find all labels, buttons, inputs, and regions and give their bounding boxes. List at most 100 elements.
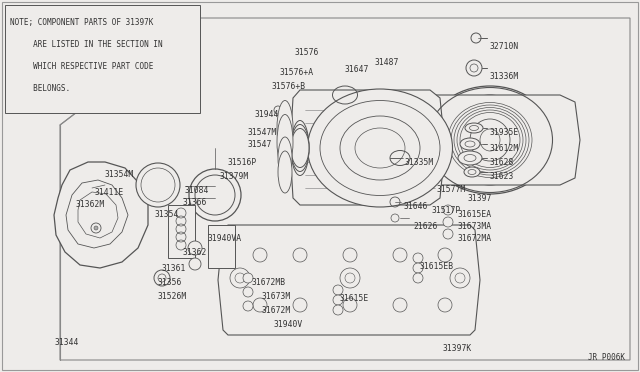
- Circle shape: [253, 298, 267, 312]
- Text: 31673MA: 31673MA: [458, 222, 492, 231]
- Circle shape: [253, 248, 267, 262]
- Circle shape: [393, 298, 407, 312]
- Text: 31547M: 31547M: [248, 128, 277, 137]
- Polygon shape: [218, 225, 480, 335]
- Text: NOTE; COMPONENT PARTS OF 31397K: NOTE; COMPONENT PARTS OF 31397K: [10, 18, 154, 27]
- Circle shape: [333, 305, 343, 315]
- Polygon shape: [290, 90, 445, 205]
- Polygon shape: [208, 225, 235, 268]
- Ellipse shape: [465, 123, 483, 133]
- Text: 31547: 31547: [248, 140, 273, 149]
- Text: 31354M: 31354M: [105, 170, 134, 179]
- Text: 31354: 31354: [155, 210, 179, 219]
- Polygon shape: [54, 162, 148, 268]
- Text: 31672MA: 31672MA: [458, 234, 492, 243]
- Polygon shape: [168, 205, 195, 258]
- Circle shape: [443, 205, 453, 215]
- Circle shape: [438, 298, 452, 312]
- Circle shape: [195, 175, 235, 215]
- Ellipse shape: [277, 115, 293, 170]
- Text: 31647: 31647: [345, 65, 369, 74]
- Text: BELONGS.: BELONGS.: [10, 84, 70, 93]
- Text: 31362: 31362: [183, 248, 207, 257]
- Text: 31397: 31397: [468, 194, 492, 203]
- Text: 31576+B: 31576+B: [272, 82, 306, 91]
- Text: 31335M: 31335M: [405, 158, 435, 167]
- Circle shape: [243, 287, 253, 297]
- Text: 31411E: 31411E: [95, 188, 124, 197]
- Text: 32710N: 32710N: [490, 42, 519, 51]
- Circle shape: [438, 248, 452, 262]
- Circle shape: [455, 273, 465, 283]
- Text: 31935E: 31935E: [490, 128, 519, 137]
- Text: 31487: 31487: [375, 58, 399, 67]
- Circle shape: [343, 248, 357, 262]
- Ellipse shape: [278, 151, 292, 193]
- Circle shape: [154, 270, 170, 286]
- Text: 31672MB: 31672MB: [252, 278, 286, 287]
- Text: 31615E: 31615E: [340, 294, 369, 303]
- Ellipse shape: [320, 100, 440, 196]
- Text: 31344: 31344: [55, 338, 79, 347]
- Text: WHICH RESPECTIVE PART CODE: WHICH RESPECTIVE PART CODE: [10, 62, 154, 71]
- Circle shape: [443, 229, 453, 239]
- Circle shape: [413, 273, 423, 283]
- Circle shape: [188, 241, 202, 255]
- Ellipse shape: [450, 95, 530, 185]
- Circle shape: [91, 223, 101, 233]
- Circle shape: [413, 263, 423, 273]
- Text: 31362M: 31362M: [76, 200, 105, 209]
- Text: 31944: 31944: [255, 110, 280, 119]
- Circle shape: [136, 163, 180, 207]
- Text: 31646: 31646: [404, 202, 428, 211]
- FancyBboxPatch shape: [5, 5, 200, 113]
- Text: 31517P: 31517P: [432, 206, 461, 215]
- Text: 31526M: 31526M: [158, 292, 188, 301]
- Circle shape: [243, 273, 253, 283]
- Text: 31516P: 31516P: [228, 158, 257, 167]
- Text: 31336M: 31336M: [490, 72, 519, 81]
- Text: 31356: 31356: [158, 278, 182, 287]
- Circle shape: [333, 285, 343, 295]
- Text: 31673M: 31673M: [262, 292, 291, 301]
- Ellipse shape: [464, 167, 480, 177]
- Text: 31940VA: 31940VA: [208, 234, 242, 243]
- Text: 31615EB: 31615EB: [420, 262, 454, 271]
- Text: 21626: 21626: [413, 222, 437, 231]
- Circle shape: [235, 273, 245, 283]
- Polygon shape: [415, 95, 580, 185]
- Circle shape: [243, 301, 253, 311]
- Text: 31366: 31366: [183, 198, 207, 207]
- Circle shape: [333, 295, 343, 305]
- Circle shape: [413, 253, 423, 263]
- Text: ARE LISTED IN THE SECTION IN: ARE LISTED IN THE SECTION IN: [10, 40, 163, 49]
- Circle shape: [343, 298, 357, 312]
- Ellipse shape: [291, 125, 309, 171]
- Ellipse shape: [340, 116, 420, 180]
- Ellipse shape: [460, 138, 480, 150]
- Text: 31397K: 31397K: [443, 344, 472, 353]
- Circle shape: [340, 268, 360, 288]
- Circle shape: [189, 169, 241, 221]
- Text: 31628: 31628: [490, 158, 515, 167]
- Text: 31577M: 31577M: [437, 185, 467, 194]
- Text: 31615EA: 31615EA: [458, 210, 492, 219]
- Text: 31612M: 31612M: [490, 144, 519, 153]
- Circle shape: [345, 273, 355, 283]
- Ellipse shape: [355, 128, 405, 168]
- Circle shape: [293, 248, 307, 262]
- Text: 31576: 31576: [295, 48, 319, 57]
- Circle shape: [189, 258, 201, 270]
- Circle shape: [230, 268, 250, 288]
- Ellipse shape: [291, 121, 309, 176]
- Text: JR P006K: JR P006K: [588, 353, 625, 362]
- Circle shape: [94, 226, 98, 230]
- Ellipse shape: [277, 100, 293, 155]
- Ellipse shape: [291, 128, 309, 167]
- Ellipse shape: [307, 89, 452, 207]
- Text: 31623: 31623: [490, 172, 515, 181]
- Text: 31940V: 31940V: [274, 320, 303, 329]
- Ellipse shape: [278, 137, 292, 179]
- Ellipse shape: [426, 86, 554, 194]
- Ellipse shape: [470, 119, 510, 161]
